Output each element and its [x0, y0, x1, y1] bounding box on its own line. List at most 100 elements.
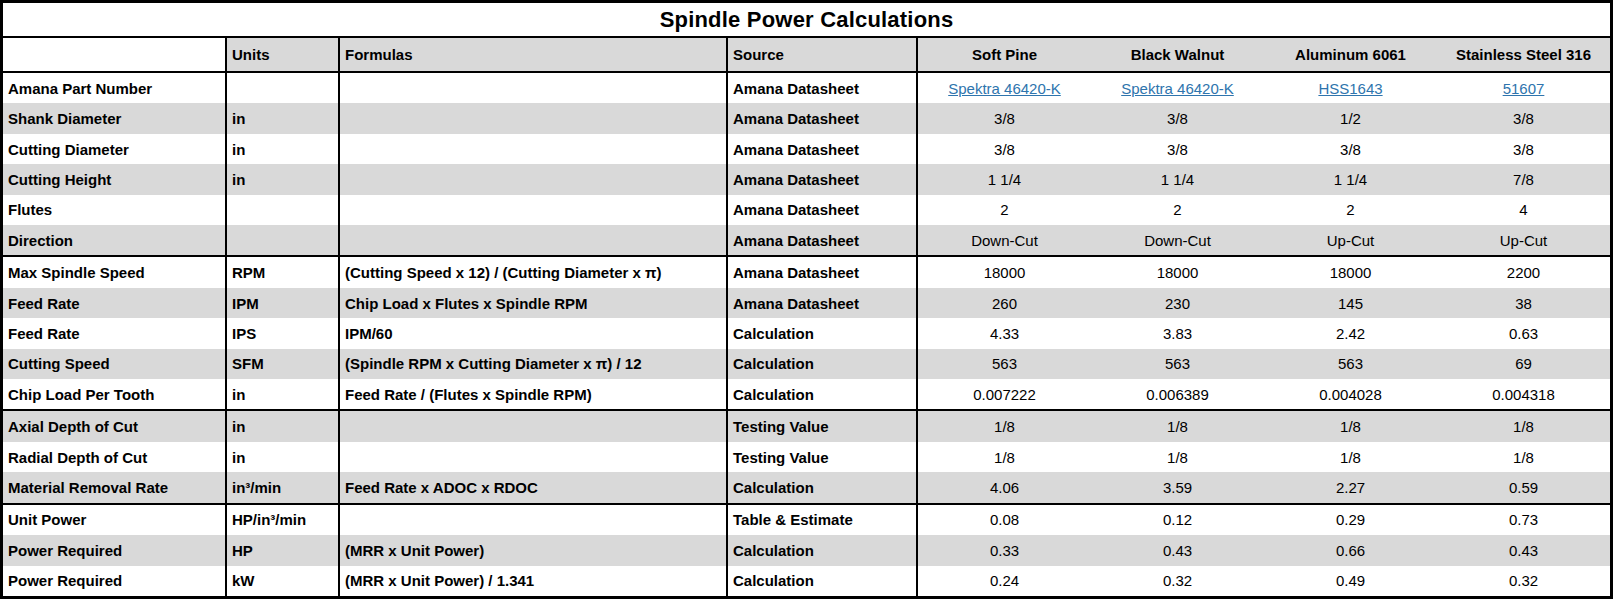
- table-row: Amana Part NumberAmana DatasheetSpektra …: [3, 73, 1610, 103]
- row-units: in: [227, 164, 340, 194]
- row-label: Chip Load Per Tooth: [3, 379, 227, 409]
- row-label: Cutting Height: [3, 164, 227, 194]
- column-header-row: Units Formulas Source Soft Pine Black Wa…: [3, 38, 1610, 73]
- material-column-header-black-walnut: Black Walnut: [1091, 38, 1264, 71]
- row-units: RPM: [227, 257, 340, 287]
- value-cell: 563: [918, 349, 1091, 379]
- part-number-link[interactable]: 51607: [1503, 80, 1545, 97]
- row-formula: (MRR x Unit Power): [340, 535, 728, 565]
- value-cell: 2.27: [1264, 472, 1437, 502]
- row-label: Feed Rate: [3, 288, 227, 318]
- value-cell: 4: [1437, 195, 1610, 225]
- table-row: Shank DiameterinAmana Datasheet3/83/81/2…: [3, 103, 1610, 133]
- row-formula: (MRR x Unit Power) / 1.341: [340, 566, 728, 596]
- value-cell: 0.007222: [918, 379, 1091, 409]
- row-formula: (Cutting Speed x 12) / (Cutting Diameter…: [340, 257, 728, 287]
- value-cell: 0.24: [918, 566, 1091, 596]
- row-units: in: [227, 103, 340, 133]
- value-cell: 1 1/4: [1264, 164, 1437, 194]
- value-cell: 0.66: [1264, 535, 1437, 565]
- value-cell: 3.83: [1091, 318, 1264, 348]
- value-cell: Spektra 46420-K: [1091, 73, 1264, 103]
- value-cell: 3/8: [1091, 134, 1264, 164]
- row-source: Amana Datasheet: [728, 288, 918, 318]
- row-label: Axial Depth of Cut: [3, 411, 227, 441]
- table-row: Power RequiredkW(MRR x Unit Power) / 1.3…: [3, 566, 1610, 596]
- value-cell: Up-Cut: [1264, 225, 1437, 255]
- corner-header-cell: [3, 38, 227, 71]
- value-cell: 563: [1091, 349, 1264, 379]
- row-label: Direction: [3, 225, 227, 255]
- row-source: Amana Datasheet: [728, 164, 918, 194]
- value-cell: 3.59: [1091, 472, 1264, 502]
- value-cell: 1/8: [1264, 442, 1437, 472]
- value-cell: 1/8: [1091, 411, 1264, 441]
- value-cell: 1/8: [918, 442, 1091, 472]
- row-formula: [340, 225, 728, 255]
- table-row: Feed RateIPMChip Load x Flutes x Spindle…: [3, 288, 1610, 318]
- value-cell: 1/8: [1437, 411, 1610, 441]
- row-source: Calculation: [728, 535, 918, 565]
- value-cell: 0.73: [1437, 505, 1610, 535]
- material-column-header-stainless-steel-316: Stainless Steel 316: [1437, 38, 1610, 71]
- value-cell: Up-Cut: [1437, 225, 1610, 255]
- table-row: Unit PowerHP/in³/minTable & Estimate0.08…: [3, 503, 1610, 535]
- value-cell: 3/8: [918, 134, 1091, 164]
- value-cell: 230: [1091, 288, 1264, 318]
- value-cell: Spektra 46420-K: [918, 73, 1091, 103]
- value-cell: 2: [1264, 195, 1437, 225]
- material-column-header-soft-pine: Soft Pine: [918, 38, 1091, 71]
- value-cell: 2: [1091, 195, 1264, 225]
- value-cell: 0.32: [1091, 566, 1264, 596]
- value-cell: 0.43: [1437, 535, 1610, 565]
- value-cell: 563: [1264, 349, 1437, 379]
- row-units: [227, 73, 340, 103]
- value-cell: Down-Cut: [918, 225, 1091, 255]
- part-number-link[interactable]: Spektra 46420-K: [1121, 80, 1234, 97]
- value-cell: 0.006389: [1091, 379, 1264, 409]
- table-row: Cutting DiameterinAmana Datasheet3/83/83…: [3, 134, 1610, 164]
- value-cell: 1/2: [1264, 103, 1437, 133]
- row-label: Feed Rate: [3, 318, 227, 348]
- row-units: in: [227, 379, 340, 409]
- value-cell: 0.29: [1264, 505, 1437, 535]
- row-label: Amana Part Number: [3, 73, 227, 103]
- row-formula: Chip Load x Flutes x Spindle RPM: [340, 288, 728, 318]
- row-source: Amana Datasheet: [728, 103, 918, 133]
- value-cell: 0.32: [1437, 566, 1610, 596]
- row-formula: [340, 442, 728, 472]
- table-row: Max Spindle SpeedRPM(Cutting Speed x 12)…: [3, 255, 1610, 287]
- row-label: Max Spindle Speed: [3, 257, 227, 287]
- value-cell: 3/8: [918, 103, 1091, 133]
- table-row: DirectionAmana DatasheetDown-CutDown-Cut…: [3, 225, 1610, 255]
- row-source: Amana Datasheet: [728, 257, 918, 287]
- row-source: Amana Datasheet: [728, 225, 918, 255]
- value-cell: 1/8: [1437, 442, 1610, 472]
- part-number-link[interactable]: HSS1643: [1318, 80, 1382, 97]
- table-row: Chip Load Per ToothinFeed Rate / (Flutes…: [3, 379, 1610, 409]
- row-source: Amana Datasheet: [728, 134, 918, 164]
- row-label: Cutting Speed: [3, 349, 227, 379]
- row-units: HP/in³/min: [227, 505, 340, 535]
- row-source: Amana Datasheet: [728, 195, 918, 225]
- part-number-link[interactable]: Spektra 46420-K: [948, 80, 1061, 97]
- value-cell: HSS1643: [1264, 73, 1437, 103]
- row-formula: (Spindle RPM x Cutting Diameter x π) / 1…: [340, 349, 728, 379]
- row-label: Power Required: [3, 566, 227, 596]
- value-cell: 0.004028: [1264, 379, 1437, 409]
- value-cell: 51607: [1437, 73, 1610, 103]
- material-column-header-aluminum-6061: Aluminum 6061: [1264, 38, 1437, 71]
- value-cell: 18000: [1264, 257, 1437, 287]
- value-cell: 3/8: [1437, 134, 1610, 164]
- table-row: FlutesAmana Datasheet2224: [3, 195, 1610, 225]
- row-formula: Feed Rate / (Flutes x Spindle RPM): [340, 379, 728, 409]
- value-cell: 18000: [1091, 257, 1264, 287]
- row-formula: IPM/60: [340, 318, 728, 348]
- table-row: Cutting SpeedSFM(Spindle RPM x Cutting D…: [3, 349, 1610, 379]
- row-units: kW: [227, 566, 340, 596]
- value-cell: Down-Cut: [1091, 225, 1264, 255]
- row-source: Table & Estimate: [728, 505, 918, 535]
- row-source: Calculation: [728, 349, 918, 379]
- row-formula: [340, 134, 728, 164]
- row-units: [227, 195, 340, 225]
